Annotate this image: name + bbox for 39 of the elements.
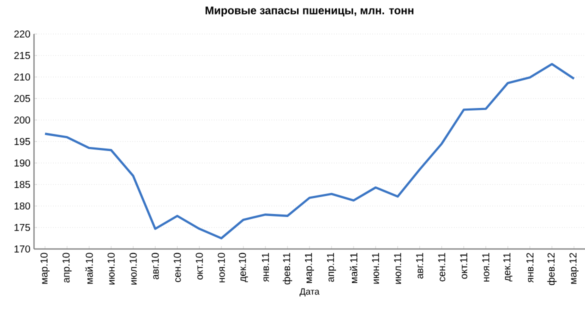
x-tick-label: фев.12 <box>547 253 557 286</box>
line-series <box>44 62 576 240</box>
y-tick-label: 210 <box>14 73 30 81</box>
chart-title: Мировые запасы пшеницы, млн. тонн <box>206 6 414 16</box>
x-tick-label: мар.10 <box>40 252 50 284</box>
x-tick-label: июл.11 <box>394 253 402 284</box>
x-tick-label: май.10 <box>85 252 93 284</box>
x-tick-label: мар.11 <box>305 253 314 283</box>
x-tick-label: июл.10 <box>130 252 137 284</box>
x-tick-label: окт.11 <box>460 253 468 279</box>
y-tick-label: 170 <box>14 245 30 253</box>
x-tick-label: янв.11 <box>262 253 269 282</box>
x-tick-label: дек.11 <box>503 253 512 282</box>
x-axis-title: Дата <box>300 288 320 296</box>
x-tick-label: сен.11 <box>438 253 446 282</box>
x-tick-label: июн.10 <box>108 252 115 284</box>
y-tick-label: 175 <box>14 224 30 231</box>
x-tick-label: дек.10 <box>238 252 248 282</box>
x-tick-label: фев.11 <box>282 253 292 284</box>
y-tick-label: 205 <box>14 94 30 102</box>
x-tick-label: май.11 <box>350 253 358 284</box>
x-tick-label: ноя.10 <box>218 252 225 282</box>
x-tick-label: авг.10 <box>152 252 159 280</box>
x-tick-label: июн.11 <box>372 253 380 284</box>
y-tick-label: 190 <box>14 159 30 167</box>
y-tick-label: 200 <box>14 116 30 124</box>
x-tick-label: ноя.11 <box>482 253 490 282</box>
y-tick-label: 185 <box>14 180 30 188</box>
x-tick-label: янв.12 <box>526 253 534 283</box>
x-tick-label: апр.10 <box>62 252 72 283</box>
x-tick-label: сен.10 <box>174 252 181 282</box>
x-tick-label: мар.12 <box>569 253 579 284</box>
x-tick-label: окт.10 <box>196 252 203 280</box>
y-tick-label: 220 <box>14 30 30 38</box>
y-tick-label: 180 <box>14 202 30 210</box>
y-tick-label: 195 <box>14 138 30 146</box>
y-tick-label: 215 <box>14 52 30 60</box>
x-tick-label: апр.11 <box>327 253 336 282</box>
x-tick-label: авг.11 <box>416 253 424 279</box>
